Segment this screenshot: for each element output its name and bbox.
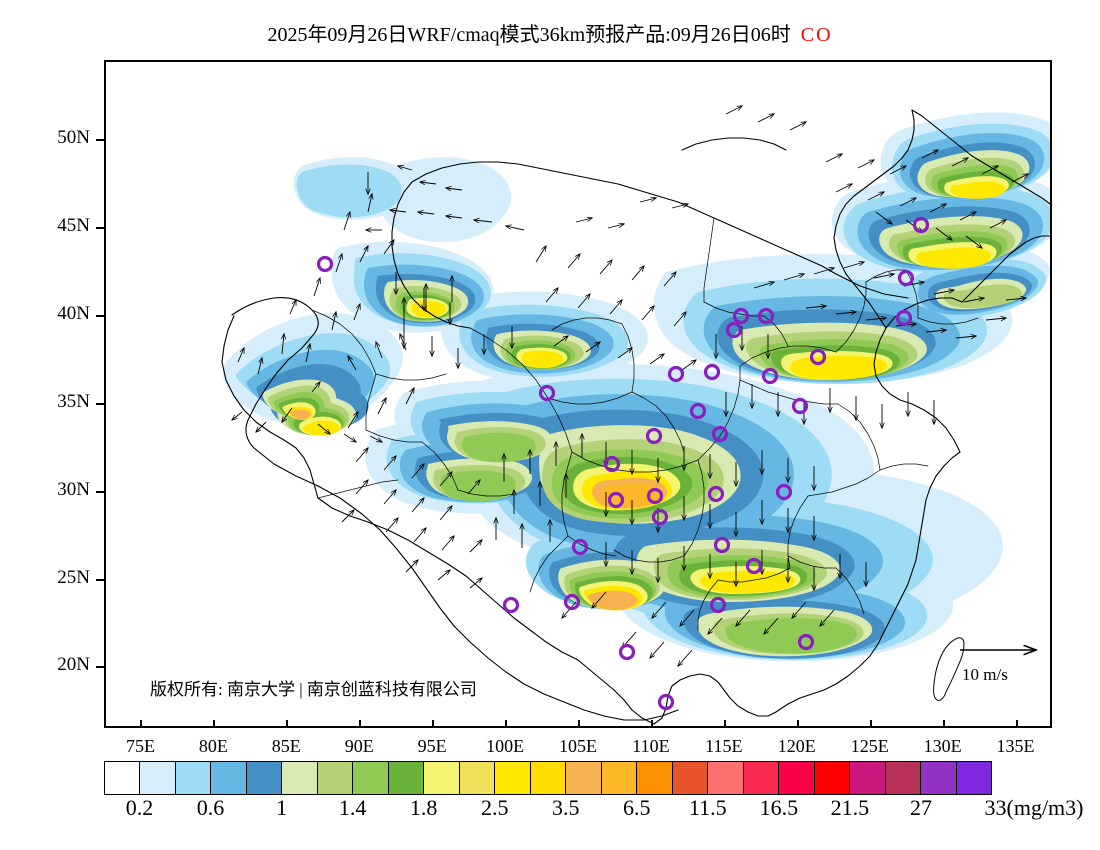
x-axis-tick-mark <box>578 720 580 728</box>
colorbar-cell[interactable] <box>459 762 496 794</box>
colorbar-tick-label: 6.5 <box>623 795 651 820</box>
map-canvas <box>221 62 1050 725</box>
colorbar-cell[interactable] <box>211 762 247 794</box>
x-axis-tick-label: 110E <box>632 736 670 756</box>
colorbar-tick-label: 3.5 <box>552 795 580 820</box>
colorbar-cell[interactable] <box>779 762 815 794</box>
map-plot-area[interactable] <box>104 60 1052 728</box>
colorbar-cell[interactable] <box>105 762 141 794</box>
y-axis-tick-mark <box>96 578 104 581</box>
y-axis-tick-mark <box>96 139 104 142</box>
x-axis-tick-mark <box>942 720 945 728</box>
colorbar-labels: 0.2 0.6 1 1.4 1.8 2.5 3.5 6.5 11.5 16.5 21.5 27 33(m… <box>0 795 1100 825</box>
x-axis-tick-mark <box>286 720 289 728</box>
y-axis-tick-label: 50N <box>57 127 90 149</box>
colorbar-cell[interactable] <box>921 762 957 794</box>
colorbar-tick-label: 2.5 <box>480 795 509 820</box>
y-axis-tick-label: 20N <box>57 654 90 676</box>
x-axis-tick-label: 90E <box>344 736 374 756</box>
y-axis-tick-mark <box>96 666 104 669</box>
colorbar-tick-label: 16.5 <box>759 795 799 820</box>
colorbar[interactable] <box>104 761 992 795</box>
colorbar-cell[interactable] <box>246 762 283 794</box>
title-main-text: 2025年09月26日WRF/cmaq模式36km预报产品:09月26日06时 <box>267 24 791 46</box>
colorbar-cell[interactable] <box>566 762 602 794</box>
colorbar-cell[interactable] <box>388 762 425 794</box>
concentration-field <box>222 112 1050 662</box>
x-axis-tick-mark <box>723 720 726 728</box>
colorbar-cell[interactable] <box>885 762 922 794</box>
x-axis-tick-mark <box>1015 720 1018 728</box>
colorbar-cell[interactable] <box>317 762 354 794</box>
wind-scale-arrow <box>960 640 1053 662</box>
colorbar-cells[interactable] <box>104 761 992 795</box>
x-axis-tick-mark <box>505 720 508 728</box>
x-axis-tick-mark <box>796 720 799 728</box>
colorbar-cell[interactable] <box>672 762 709 794</box>
x-axis-tick-label: 100E <box>486 736 525 756</box>
y-axis-tick-mark <box>96 227 104 229</box>
x-axis-tick-label: 95E <box>417 736 447 756</box>
taiwan-outline <box>933 637 965 701</box>
islands <box>933 637 965 701</box>
x-axis-tick-label: 85E <box>271 736 301 756</box>
colorbar-cell[interactable] <box>530 762 567 794</box>
x-axis-tick-mark <box>213 720 216 728</box>
colorbar-tick-label: 21.5 <box>830 795 870 820</box>
x-axis-tick-label: 130E <box>923 736 962 756</box>
colorbar-tick-label: 1 <box>276 795 288 820</box>
colorbar-cell[interactable] <box>637 762 673 794</box>
x-axis-tick-mark <box>650 720 653 728</box>
x-axis-tick-label: 75E <box>125 736 155 756</box>
copyright-text: 版权所有: 南京大学 | 南京创蓝科技有限公司 <box>150 680 477 699</box>
y-axis-tick-label: 30N <box>57 478 90 500</box>
colorbar-cell[interactable] <box>424 762 460 794</box>
colorbar-cell[interactable] <box>814 762 851 794</box>
y-axis-tick-label: 40N <box>57 302 90 324</box>
x-axis-tick-mark <box>432 720 435 728</box>
colorbar-cell[interactable] <box>140 762 176 794</box>
colorbar-cell[interactable] <box>956 762 992 794</box>
china-national-border <box>221 109 1050 725</box>
colorbar-tick-label: 27 <box>909 795 932 820</box>
wind-vectors <box>232 106 1028 666</box>
chart-title: 2025年09月26日WRF/cmaq模式36km预报产品:09月26日06时 C… <box>0 18 1100 47</box>
colorbar-cell[interactable] <box>282 762 318 794</box>
colorbar-cell[interactable] <box>708 762 744 794</box>
colorbar-tick-label: 1.4 <box>338 795 367 820</box>
x-axis-tick-mark <box>359 720 362 728</box>
x-axis-tick-label: 80E <box>198 736 228 756</box>
x-axis-tick-label: 120E <box>777 736 816 756</box>
colorbar-cell[interactable] <box>495 762 531 794</box>
colorbar-cell[interactable] <box>175 762 212 794</box>
x-axis-tick-label: 105E <box>559 736 597 756</box>
wind-scale-label: 10 m/s <box>962 665 1008 684</box>
colorbar-tick-label: 0.2 <box>125 795 154 820</box>
title-species-text: CO <box>800 24 833 46</box>
colorbar-cell[interactable] <box>601 762 638 794</box>
colorbar-tick-label: 1.8 <box>409 795 438 820</box>
y-axis-tick-label: 25N <box>57 566 90 588</box>
city-markers <box>316 216 930 711</box>
y-axis-tick-label: 45N <box>57 215 90 236</box>
colorbar-tick-label: 11.5 <box>688 795 727 820</box>
x-axis-tick-mark <box>140 720 143 728</box>
y-axis-tick-mark <box>96 402 104 405</box>
colorbar-cell[interactable] <box>850 762 886 794</box>
colorbar-cell[interactable] <box>743 762 780 794</box>
y-axis-tick-label: 35N <box>57 390 90 412</box>
province-borders <box>311 217 979 631</box>
y-axis-tick-mark <box>96 490 104 493</box>
x-axis-tick-label: 125E <box>850 736 889 756</box>
colorbar-tick-label: 0.6 <box>196 795 225 820</box>
colorbar-cell[interactable] <box>353 762 389 794</box>
x-axis-tick-label: 115E <box>705 736 743 756</box>
x-axis-tick-label: 135E <box>996 736 1035 756</box>
colorbar-tick-label: 33(mg/m3) <box>984 795 1084 820</box>
y-axis-tick-mark <box>96 314 104 317</box>
x-axis-tick-mark <box>869 720 872 728</box>
